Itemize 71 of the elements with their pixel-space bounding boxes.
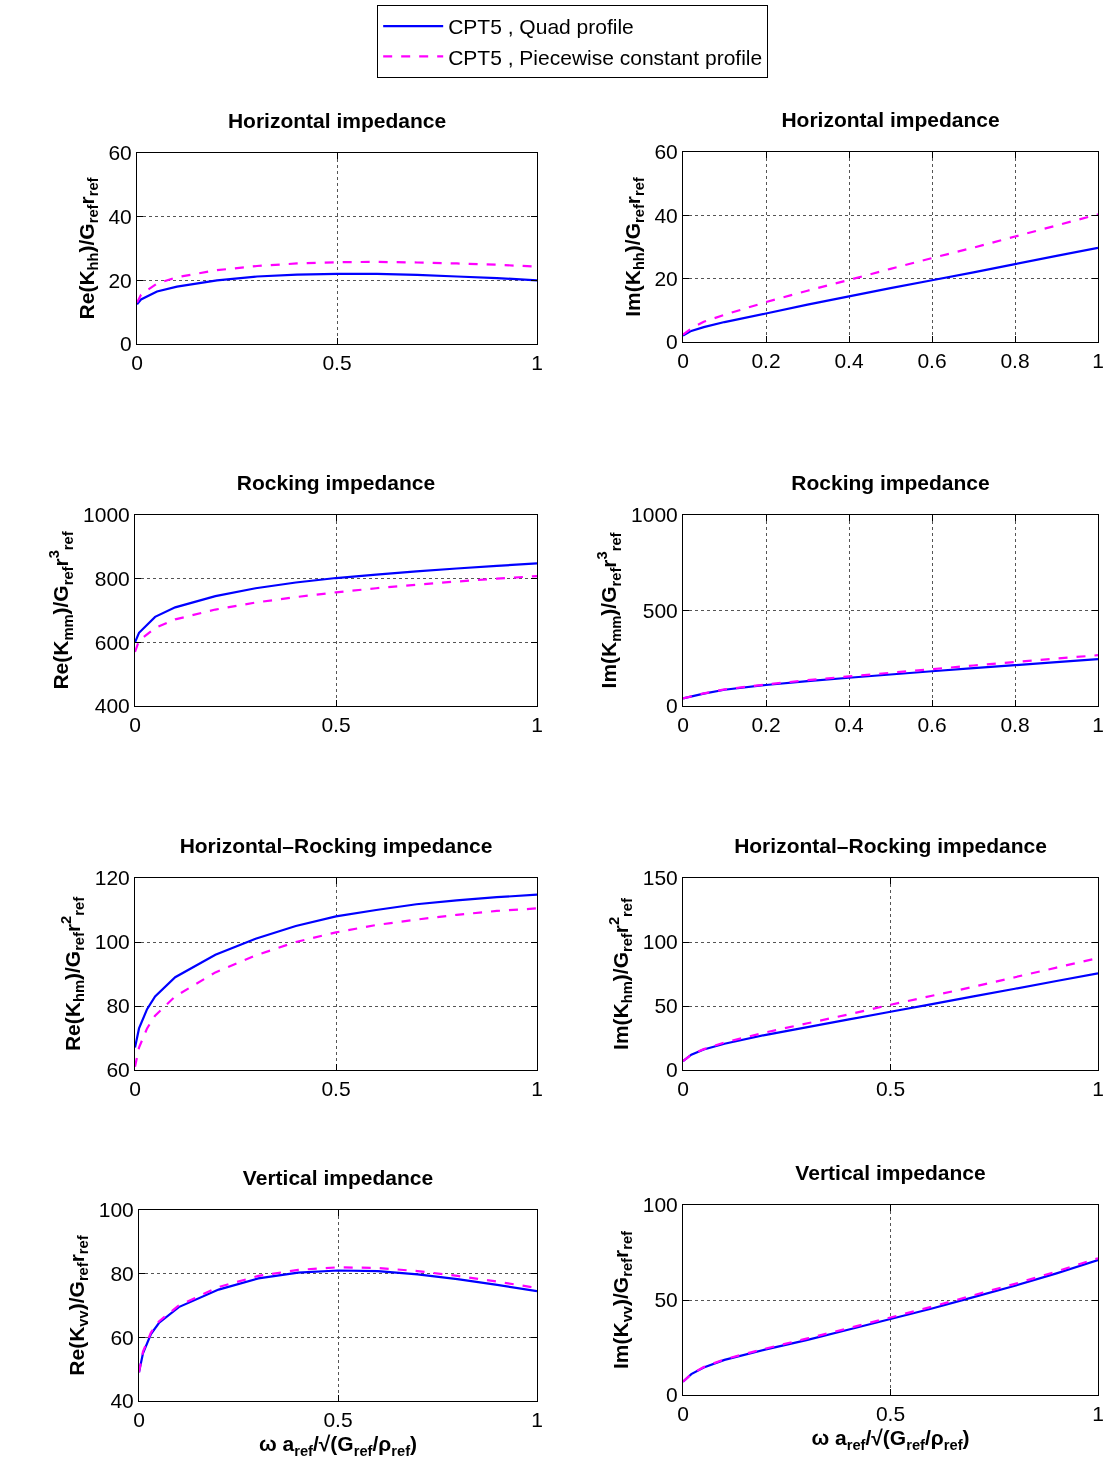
x-tick-label: 0.2	[751, 713, 781, 737]
x-tick-label: 1	[531, 351, 543, 375]
y-tick-label: 60	[106, 1058, 130, 1082]
x-tick-label: 0.5	[321, 713, 351, 737]
line-series	[683, 246, 1098, 337]
y-tick-label: 100	[642, 930, 678, 954]
y-tick-label: 0	[666, 1383, 678, 1407]
line-series	[137, 272, 537, 306]
line-series	[135, 562, 537, 644]
x-tick-label: 0.5	[875, 1077, 906, 1101]
line-series	[683, 213, 1098, 336]
y-tick-label: 80	[106, 994, 130, 1018]
y-tick-label: 40	[654, 203, 678, 227]
y-tick-label: 400	[94, 694, 130, 718]
x-tick-label: 1	[531, 1077, 543, 1101]
y-tick-label: 600	[94, 630, 130, 654]
y-tick-label: 50	[654, 1288, 678, 1312]
y-tick-label: 0	[120, 332, 132, 356]
y-tick-label: 100	[98, 1198, 134, 1222]
x-tick-label: 1	[1092, 1402, 1104, 1426]
y-tick-label: 60	[110, 1325, 134, 1349]
y-tick-label: 1000	[631, 503, 678, 527]
y-tick-label: 0	[666, 694, 678, 718]
chart-title: Vertical impedance	[242, 1166, 434, 1190]
chart-title: Horizontal–Rocking impedance	[179, 834, 493, 858]
legend-label: CPT5 , Quad profile	[448, 15, 634, 39]
legend-label: CPT5 , Piecewise constant profile	[448, 45, 763, 69]
x-tick-label: 0.2	[751, 349, 781, 373]
x-tick-label: 0.4	[834, 349, 864, 373]
x-tick-label: 1	[531, 713, 543, 737]
y-tick-label: 40	[110, 1389, 134, 1413]
x-tick-label: 0.8	[1000, 349, 1030, 373]
y-tick-label: 800	[94, 567, 130, 591]
chart-title: Horizontal impedance	[227, 109, 447, 133]
y-tick-label: 500	[642, 598, 678, 622]
x-axis-title: ω a$_{ref}$/√(G$_{ref}$/ρ$_{ref}$)	[258, 1432, 418, 1459]
line-series	[135, 907, 537, 1068]
x-tick-label: 1	[1092, 349, 1104, 373]
x-tick-label: 0.6	[917, 349, 947, 373]
x-tick-label: 0.5	[322, 351, 352, 375]
y-tick-label: 1000	[83, 503, 130, 527]
y-tick-label: 120	[94, 866, 130, 890]
y-tick-label: 150	[642, 866, 678, 890]
x-tick-label: 0.8	[1000, 713, 1030, 737]
y-tick-label: 80	[110, 1262, 134, 1286]
x-tick-label: 1	[531, 1408, 543, 1432]
line-series	[135, 893, 537, 1049]
x-tick-label: 0.4	[834, 713, 864, 737]
y-tick-label: 100	[642, 1193, 678, 1217]
y-tick-label: 20	[654, 267, 678, 291]
y-tick-label: 50	[654, 994, 678, 1018]
x-tick-label: 1	[1092, 713, 1104, 737]
x-tick-label: 1	[1092, 1077, 1104, 1101]
y-tick-label: 60	[108, 141, 132, 165]
y-tick-label: 40	[108, 205, 132, 229]
x-tick-label: 0.5	[875, 1402, 906, 1426]
x-tick-label: 0.5	[321, 1077, 351, 1101]
y-tick-label: 60	[654, 140, 678, 164]
y-tick-label: 20	[108, 268, 132, 292]
x-tick-label: 0.5	[323, 1408, 353, 1432]
chart-title: Vertical impedance	[795, 1161, 986, 1185]
y-tick-label: 0	[666, 1058, 678, 1082]
x-tick-label: 0.6	[917, 713, 947, 737]
chart-title: Rocking impedance	[236, 471, 436, 495]
y-tick-label: 0	[666, 330, 678, 354]
chart-title: Horizontal impedance	[781, 108, 1000, 132]
chart-title: Horizontal–Rocking impedance	[734, 834, 1047, 858]
y-tick-label: 100	[94, 930, 130, 954]
x-axis-title: ω a$_{ref}$/√(G$_{ref}$/ρ$_{ref}$)	[811, 1426, 970, 1453]
line-series	[135, 575, 537, 653]
chart-title: Rocking impedance	[791, 471, 990, 495]
